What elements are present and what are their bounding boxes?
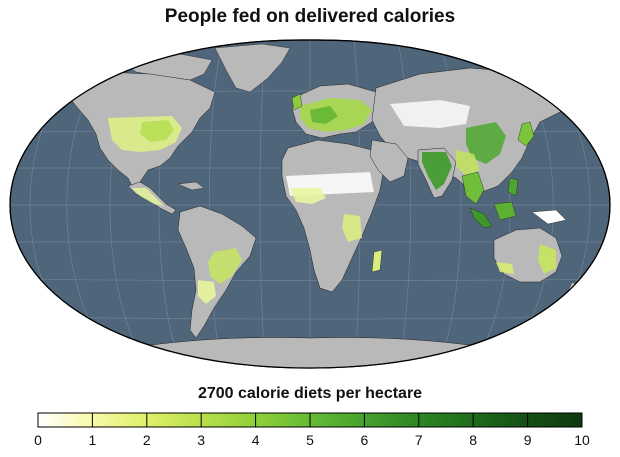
legend-tick-label: 5	[306, 432, 314, 448]
greenland	[214, 43, 291, 93]
philippines	[507, 177, 519, 197]
middle-east	[369, 139, 409, 183]
pampas-cropland	[198, 280, 216, 304]
southeast-asia	[461, 171, 485, 205]
sumatra	[469, 207, 493, 229]
west-africa-cropland	[290, 188, 326, 204]
japan	[517, 121, 535, 147]
legend-tick-label: 0	[34, 432, 42, 448]
antarctica	[59, 337, 561, 368]
java-borneo	[493, 201, 517, 221]
brazil-cropland	[208, 248, 242, 284]
usa-cropland-dense	[140, 120, 174, 142]
east-africa-cropland	[342, 214, 362, 242]
legend-tick-label: 10	[574, 432, 590, 448]
legend-tick-label: 1	[88, 432, 97, 448]
legend-tick-marks	[91, 413, 529, 427]
central-asia-white	[390, 100, 470, 128]
caribbean	[177, 181, 205, 191]
china-cropland-light	[456, 150, 480, 176]
china-cropland	[466, 122, 506, 164]
europe-cropland-dense	[310, 106, 338, 124]
mexico-cropland	[132, 188, 164, 206]
india-cropland	[422, 152, 452, 190]
legend-title: 2700 calorie diets per hectare	[197, 385, 423, 402]
globe-outline	[9, 39, 611, 369]
new-guinea	[531, 209, 567, 225]
australia-cropland-east	[538, 244, 556, 274]
legend-tick-label: 2	[142, 432, 151, 448]
legend-tick-label: 9	[523, 432, 532, 448]
australia-cropland	[496, 262, 514, 274]
madagascar	[371, 249, 383, 273]
legend-tick-label: 6	[360, 432, 369, 448]
legend-tick-label: 3	[197, 432, 206, 448]
map-title: People fed on delivered calories	[164, 6, 456, 27]
legend-tick-label: 7	[414, 432, 423, 448]
legend-tick-label: 4	[251, 432, 260, 448]
uk	[291, 93, 303, 111]
legend-tick-label: 8	[469, 432, 478, 448]
